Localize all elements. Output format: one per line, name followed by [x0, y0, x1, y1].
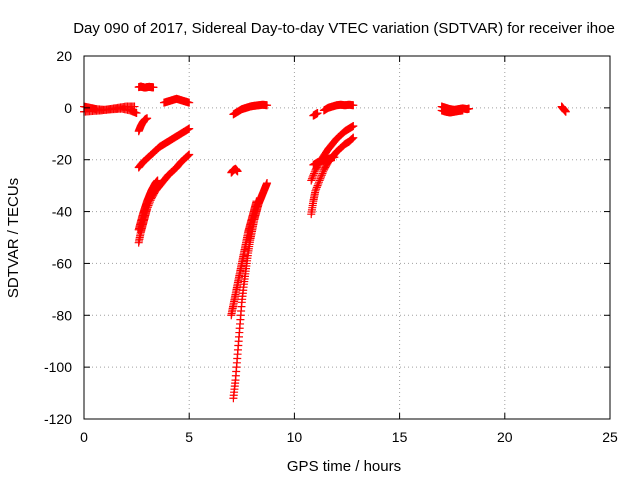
- data-point: [330, 153, 339, 162]
- y-tick-label: -100: [44, 359, 72, 375]
- chart-title: Day 090 of 2017, Sidereal Day-to-day VTE…: [73, 20, 615, 37]
- data-point: [349, 133, 358, 142]
- data-point: [312, 185, 321, 194]
- data-point: [311, 186, 320, 195]
- data-point: [309, 171, 318, 180]
- data-point: [465, 104, 474, 113]
- data-point: [317, 171, 326, 180]
- data-segment: [557, 102, 570, 116]
- data-segment: [307, 133, 358, 219]
- data-point: [132, 109, 141, 118]
- data-segment: [227, 164, 242, 177]
- data-point: [312, 183, 321, 192]
- grid: [84, 56, 610, 419]
- plot-frame: [83, 55, 611, 420]
- y-tick-label: -120: [44, 411, 72, 427]
- data-point: [314, 178, 323, 187]
- x-tick-label: 10: [287, 429, 303, 445]
- data-segment: [229, 100, 272, 119]
- x-tick-label: 25: [602, 429, 618, 445]
- data-points: [80, 82, 570, 403]
- data-point: [185, 150, 194, 159]
- x-tick-label: 15: [392, 429, 408, 445]
- data-point: [348, 134, 357, 143]
- data-point: [185, 124, 194, 133]
- data-segment: [80, 102, 139, 116]
- data-point: [184, 151, 193, 160]
- data-point: [313, 109, 322, 118]
- data-point: [314, 179, 323, 188]
- data-point: [233, 167, 242, 176]
- y-tick-label: 20: [56, 48, 72, 64]
- data-point: [263, 179, 272, 188]
- data-point: [349, 122, 358, 131]
- x-tick-label: 20: [497, 429, 513, 445]
- data-point: [153, 176, 162, 185]
- data-point: [318, 169, 327, 178]
- data-point: [307, 176, 316, 185]
- data-segment: [227, 197, 261, 320]
- data-segment: [319, 100, 358, 115]
- data-point: [143, 114, 152, 123]
- data-point: [308, 173, 317, 181]
- x-tick-label: 5: [185, 429, 193, 445]
- data-segment: [134, 114, 152, 136]
- data-point: [315, 176, 324, 185]
- data-point: [252, 197, 261, 206]
- x-tick-label: 0: [80, 429, 88, 445]
- data-point: [185, 98, 194, 107]
- data-segment: [134, 82, 158, 92]
- data-point: [130, 102, 139, 111]
- data-point: [313, 181, 322, 190]
- data-segment: [309, 153, 339, 169]
- data-point: [263, 101, 272, 110]
- y-tick-label: -40: [52, 204, 72, 220]
- y-tick-label: 0: [64, 100, 72, 116]
- data-point: [458, 106, 467, 115]
- data-point: [317, 173, 326, 181]
- data-point: [349, 101, 358, 110]
- data-segment: [134, 124, 194, 172]
- y-tick-label: -20: [52, 152, 72, 168]
- data-point: [149, 83, 158, 92]
- data-point: [183, 151, 192, 160]
- data-segment: [134, 176, 162, 234]
- data-segment: [309, 109, 322, 120]
- data-segment: [159, 94, 194, 107]
- x-axis-label: GPS time / hours: [287, 458, 401, 475]
- data-point: [307, 174, 316, 183]
- y-tick-label: -60: [52, 255, 72, 271]
- data-segment: [437, 106, 467, 117]
- data-point: [310, 169, 319, 178]
- data-point: [316, 174, 325, 183]
- y-tick-label: -80: [52, 307, 72, 323]
- data-point: [347, 134, 356, 143]
- ticks: 0 5 10 15 20 25 20 0 -20 -40 -60 -80 -100 -120: [44, 48, 618, 445]
- y-axis-label: SDTVAR / TECUs: [5, 178, 22, 298]
- data-point: [561, 107, 570, 116]
